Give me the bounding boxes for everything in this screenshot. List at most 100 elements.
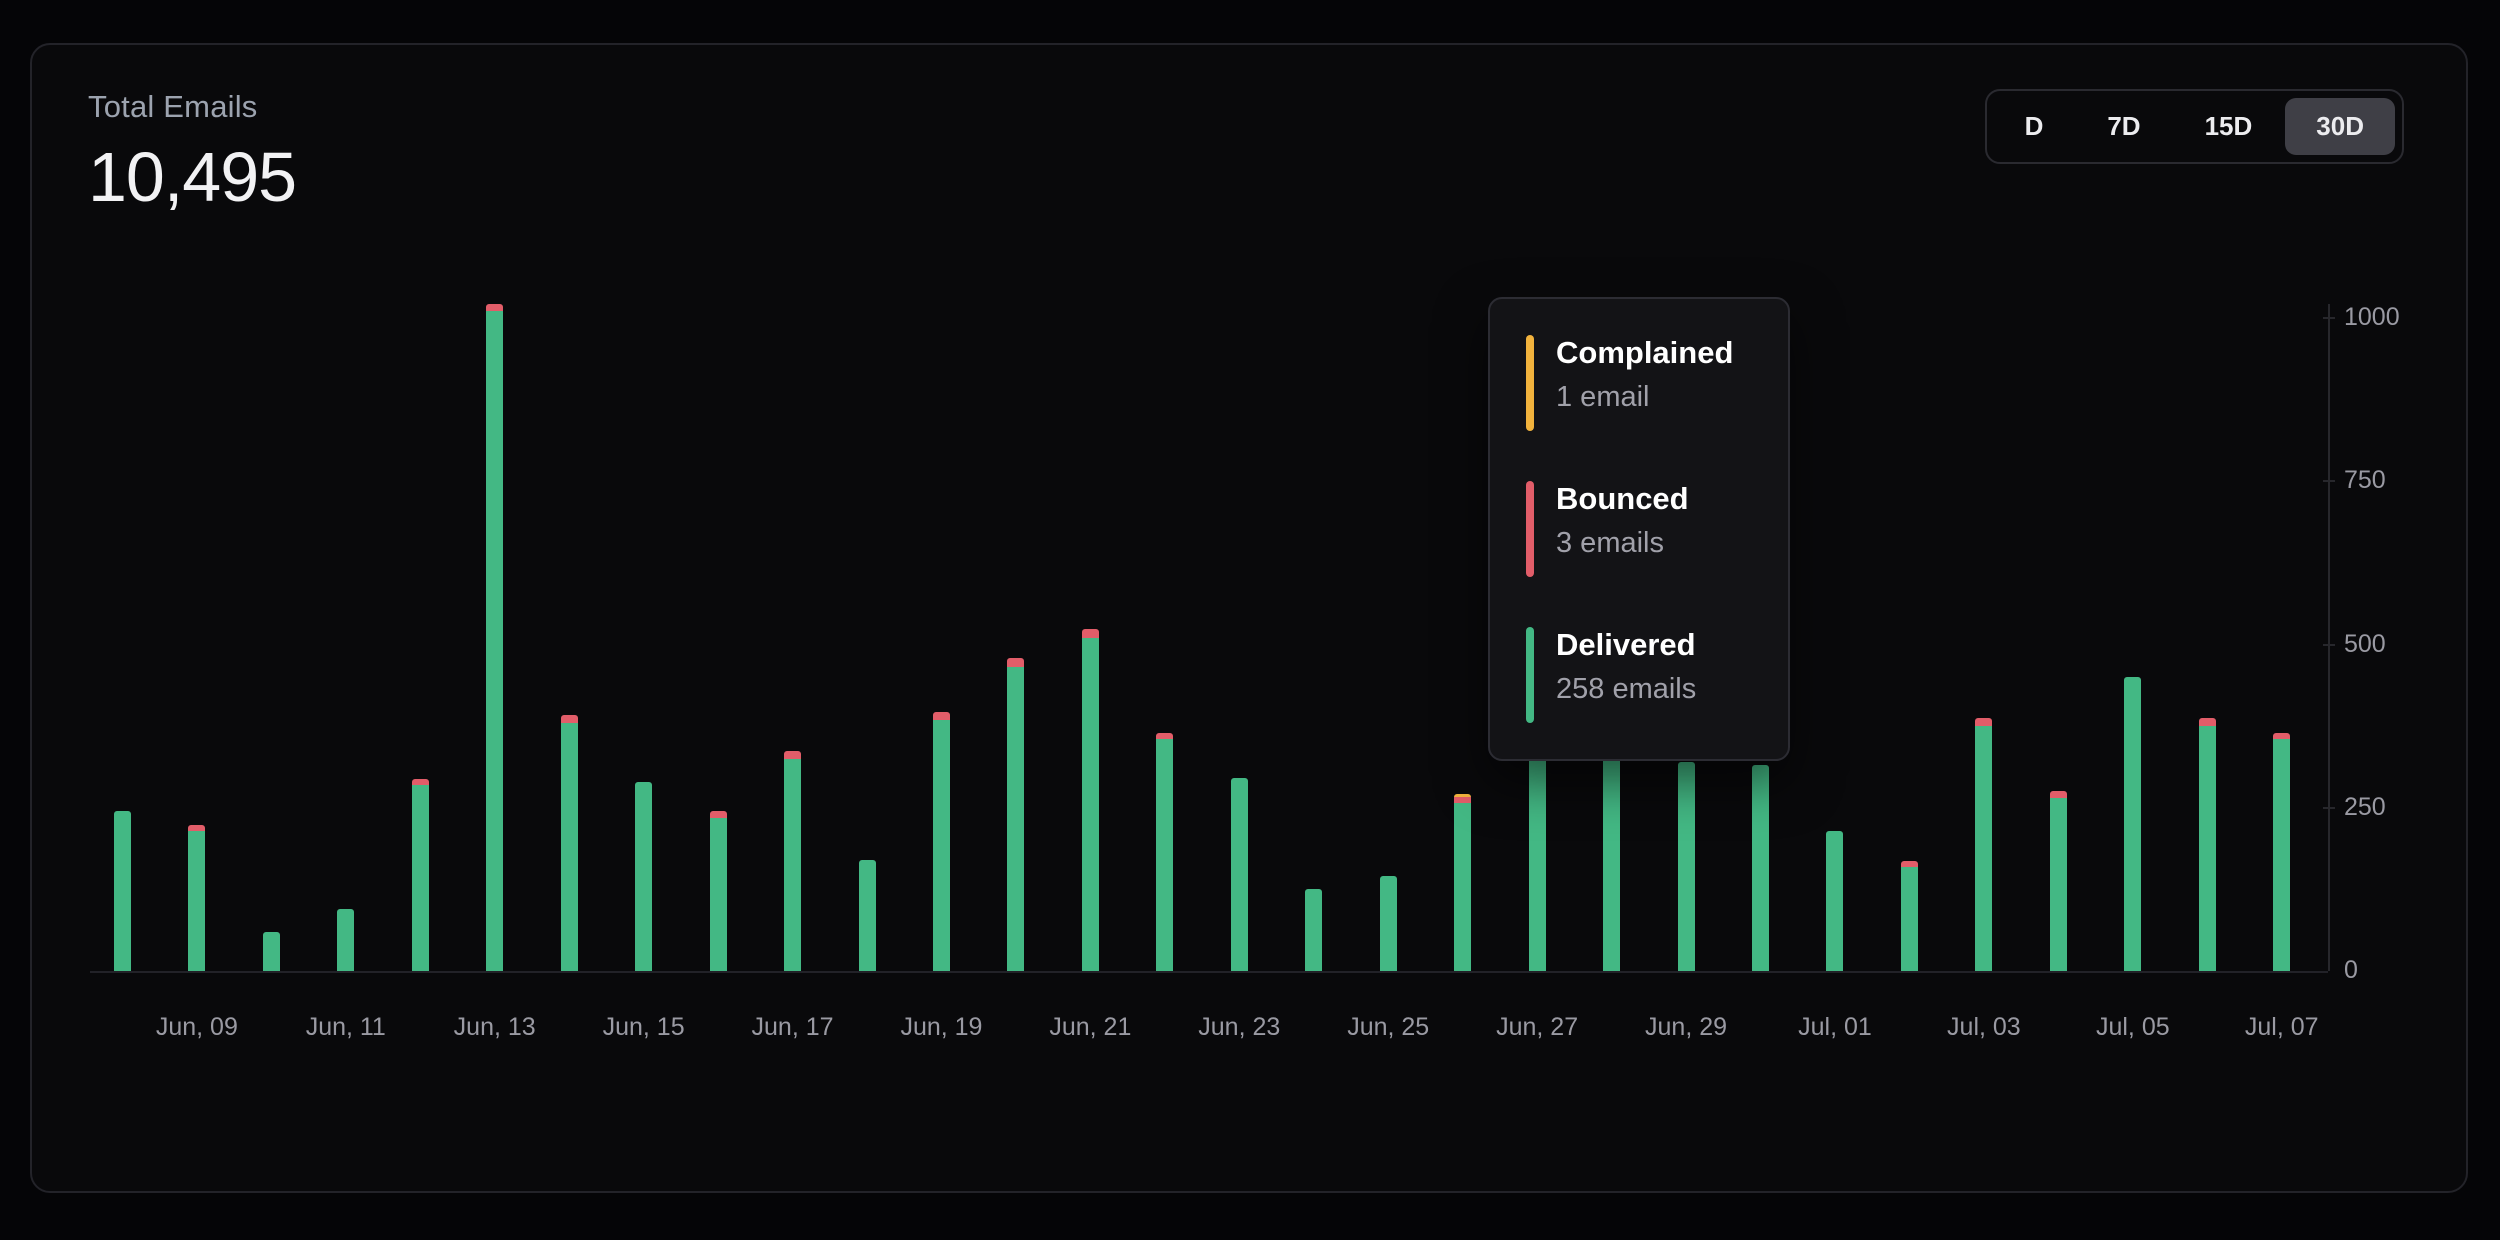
bar-segment-bounced xyxy=(1454,796,1472,803)
bar-jun-22[interactable] xyxy=(1156,732,1174,971)
bar-segment-bounced xyxy=(1007,658,1025,668)
bar-segment-bounced xyxy=(1081,628,1099,638)
bar-jun-12[interactable] xyxy=(411,778,429,971)
delivered-indicator xyxy=(1526,627,1534,723)
y-tick-mark xyxy=(2323,480,2335,483)
bar-segment-delivered xyxy=(2049,797,2067,971)
tooltip-entry-text: Complained 1 email xyxy=(1556,335,1733,431)
bar-segment-delivered xyxy=(1528,755,1546,971)
tooltip-entry-text: Bounced 3 emails xyxy=(1556,481,1689,577)
bar-segment-delivered xyxy=(858,859,876,971)
tooltip-entry-complained: Complained 1 email xyxy=(1526,335,1752,431)
tooltip-entry-label: Complained xyxy=(1556,335,1734,370)
bar-jul-03[interactable] xyxy=(1975,718,1993,971)
y-tick-mark xyxy=(2323,643,2335,646)
x-tick-label: Jun, 29 xyxy=(1645,1013,1728,1041)
bar-segment-bounced xyxy=(1156,732,1174,740)
bar-segment-delivered xyxy=(709,817,727,971)
emails-bar-chart: 0 250 500 750 1000 Jun, 09 Jun, 11 Jun, 13 Jun, … xyxy=(32,45,2466,1191)
tooltip-entry-label: Bounced xyxy=(1556,481,1689,516)
x-tick-label: Jul, 07 xyxy=(2244,1013,2319,1041)
x-tick-label: Jun, 15 xyxy=(602,1013,685,1041)
x-tick-label: Jul, 05 xyxy=(2095,1013,2170,1041)
bar-segment-bounced xyxy=(709,811,727,818)
bar-segment-delivered xyxy=(2273,739,2291,971)
bar-jul-02[interactable] xyxy=(1900,860,1918,971)
bar-jun-19[interactable] xyxy=(932,711,950,971)
y-axis-line xyxy=(2328,304,2330,971)
bar-segment-delivered xyxy=(1379,876,1397,971)
bar-jul-07[interactable] xyxy=(2273,732,2291,971)
y-tick-label: 0 xyxy=(2344,956,2358,984)
bar-jun-23[interactable] xyxy=(1230,778,1248,971)
x-tick-label: Jun, 25 xyxy=(1347,1013,1430,1041)
total-emails-label: Total Emails xyxy=(88,89,258,124)
x-tick-label: Jun, 27 xyxy=(1496,1013,1579,1041)
bar-segment-bounced xyxy=(2198,718,2216,727)
bar-jun-20[interactable] xyxy=(1007,658,1025,971)
range-button-7d[interactable]: 7D xyxy=(2076,98,2171,155)
analytics-card: Total Emails 10,495 D 7D 15D 30D 0 250 500 750… xyxy=(30,43,2468,1193)
bar-jun-29[interactable] xyxy=(1677,762,1695,971)
bar-jun-30[interactable] xyxy=(1752,765,1770,971)
bar-jun-26[interactable] xyxy=(1454,793,1472,971)
bar-segment-delivered xyxy=(1081,637,1099,971)
bar-jun-27[interactable] xyxy=(1528,748,1546,971)
bar-jun-24[interactable] xyxy=(1305,889,1323,971)
bar-segment-delivered xyxy=(113,811,131,971)
bar-jun-08[interactable] xyxy=(113,811,131,971)
bar-jul-01[interactable] xyxy=(1826,830,1844,971)
bar-segment-delivered xyxy=(337,908,355,971)
bar-segment-delivered xyxy=(1156,739,1174,971)
bar-jun-15[interactable] xyxy=(635,781,653,971)
range-button-d[interactable]: D xyxy=(1994,98,2075,155)
total-emails-value: 10,495 xyxy=(88,138,297,216)
bar-segment-delivered xyxy=(486,311,504,971)
x-tick-label: Jun, 19 xyxy=(900,1013,983,1041)
x-tick-label: Jun, 17 xyxy=(751,1013,834,1041)
tooltip-entry-value: 3 emails xyxy=(1556,527,1664,559)
bar-segment-delivered xyxy=(1826,830,1844,971)
bar-jun-14[interactable] xyxy=(560,715,578,971)
bar-jul-04[interactable] xyxy=(2049,791,2067,971)
bar-segment-delivered xyxy=(262,931,280,971)
tooltip-entry-delivered: Delivered 258 emails xyxy=(1526,627,1752,723)
y-tick-mark xyxy=(2323,806,2335,809)
bar-jun-25[interactable] xyxy=(1379,876,1397,971)
range-button-30d[interactable]: 30D xyxy=(2285,98,2395,155)
tooltip-entry-text: Delivered 258 emails xyxy=(1556,627,1696,723)
bar-segment-delivered xyxy=(1305,889,1323,971)
bar-jun-11[interactable] xyxy=(337,908,355,971)
bar-jul-05[interactable] xyxy=(2124,677,2142,971)
bar-segment-bounced xyxy=(188,824,206,831)
totals-block: Total Emails 10,495 xyxy=(88,89,297,217)
bar-segment-delivered xyxy=(1677,762,1695,971)
bar-jul-06[interactable] xyxy=(2198,718,2216,971)
bar-jun-21[interactable] xyxy=(1081,628,1099,971)
x-tick-label: Jul, 03 xyxy=(1947,1013,2021,1041)
bar-segment-bounced xyxy=(2049,791,2067,798)
bar-jun-09[interactable] xyxy=(188,824,206,971)
x-tick-label: Jun, 09 xyxy=(155,1013,238,1041)
bar-jun-13[interactable] xyxy=(486,303,504,971)
bar-segment-complained xyxy=(1454,793,1472,797)
bar-jun-17[interactable] xyxy=(784,750,802,971)
bar-segment-delivered xyxy=(188,830,206,971)
bar-segment-bounced xyxy=(486,303,504,312)
x-tick-label: Jun, 21 xyxy=(1049,1013,1132,1041)
bar-jun-18[interactable] xyxy=(858,859,876,971)
x-tick-label: Jul, 01 xyxy=(1798,1013,1872,1041)
bar-segment-delivered xyxy=(932,719,950,971)
bounced-indicator xyxy=(1526,481,1534,577)
bar-jun-28[interactable] xyxy=(1603,748,1621,971)
bar-segment-bounced xyxy=(784,750,802,759)
bar-segment-delivered xyxy=(2124,677,2142,971)
complained-indicator xyxy=(1526,335,1534,431)
range-button-15d[interactable]: 15D xyxy=(2174,98,2284,155)
y-tick-label: 500 xyxy=(2344,629,2386,658)
x-tick-label: Jun, 13 xyxy=(453,1013,536,1041)
bar-segment-delivered xyxy=(1007,667,1025,971)
bar-jun-10[interactable] xyxy=(262,931,280,971)
bar-jun-16[interactable] xyxy=(709,811,727,971)
tooltip-entry-value: 258 emails xyxy=(1556,673,1697,705)
